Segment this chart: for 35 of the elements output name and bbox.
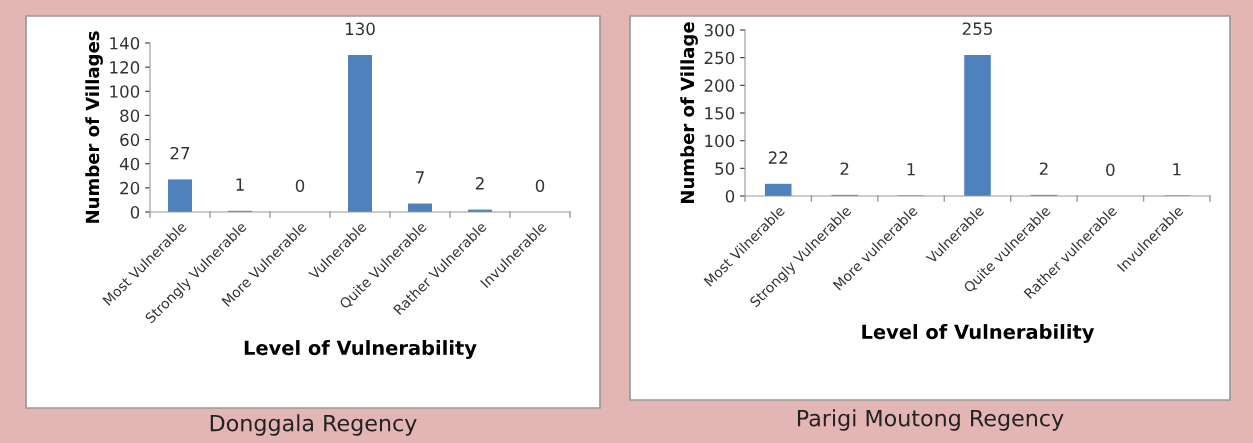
data-label: 2 [1039,162,1048,175]
data-label: 1 [236,178,244,191]
data-label: 255 [962,22,992,35]
text: Parigi Moutong Regency [797,409,1064,431]
text: Donggala Regency [210,414,417,436]
x-axis-title: Level of Vulnerability [862,324,1095,344]
data-label: 2 [840,162,849,175]
y-tick-label: 50 [715,162,735,175]
data-label: 22 [768,151,788,164]
data-label: 1 [1173,163,1181,176]
data-label: 27 [170,146,190,160]
y-tick-label: 80 [120,109,140,122]
y-tick-label: 40 [119,157,140,171]
data-label: 7 [416,171,424,184]
y-tick-label: 0 [130,205,140,219]
y-axis-title: Number of Villages [85,31,103,223]
y-tick-label: 0 [725,189,735,203]
data-label: 0 [1106,163,1115,177]
y-tick-label: 60 [120,133,140,147]
data-label: 0 [535,179,545,193]
y-tick-label: 120 [110,61,140,74]
y-axis-title: Number of Village [680,22,698,203]
x-axis-title: Level of Vulnerability [244,340,477,360]
y-tick-label: 200 [704,79,735,92]
y-tick-label: 150 [705,106,735,120]
y-tick-label: 20 [120,181,140,195]
y-tick-label: 100 [110,85,140,98]
data-label: 0 [295,179,305,193]
data-label: 130 [345,22,375,36]
y-tick-label: 100 [705,134,735,148]
y-tick-label: 140 [110,36,140,50]
y-tick-label: 300 [704,23,735,37]
data-label: 2 [475,177,484,190]
y-tick-label: 250 [704,51,735,65]
data-label: 1 [907,163,915,176]
